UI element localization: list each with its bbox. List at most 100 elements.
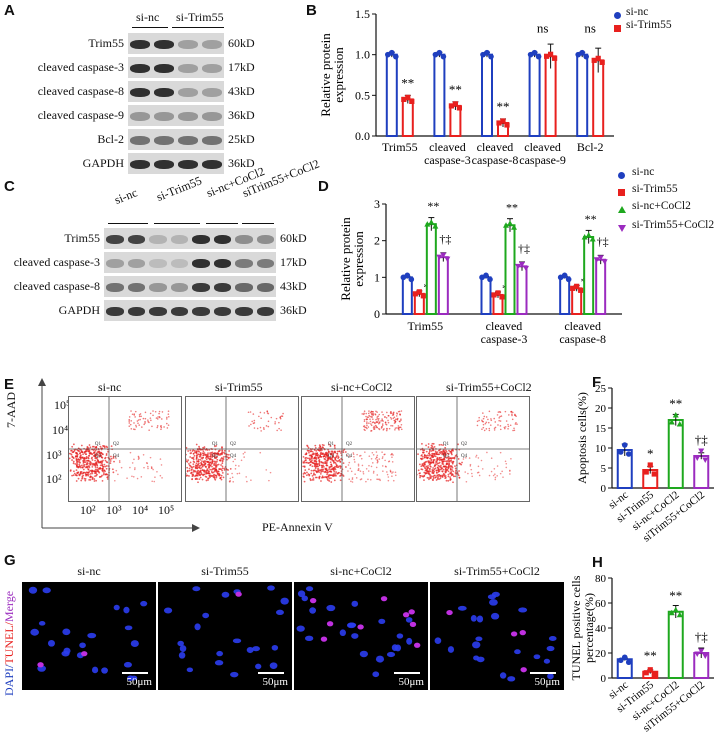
micrograph-cells	[163, 585, 289, 678]
flow-event	[357, 464, 360, 467]
flow-event	[490, 470, 493, 473]
flow-event	[87, 457, 90, 460]
flow-event	[91, 469, 94, 472]
flow-event	[469, 463, 472, 466]
flow-event	[306, 457, 309, 460]
flow-event	[221, 469, 224, 472]
flow-event	[88, 466, 91, 469]
nucleus-dapi	[123, 661, 132, 668]
flow-event	[96, 459, 99, 462]
flow-event	[186, 466, 189, 469]
flow-event	[507, 427, 509, 430]
flow-event	[218, 468, 221, 471]
flow-event	[207, 479, 209, 481]
flow-event	[103, 472, 105, 474]
flow-ytick: 10⁴	[52, 423, 69, 437]
flow-event	[73, 470, 75, 473]
flow-event	[327, 471, 329, 474]
x-tick-label: caspase-8	[472, 153, 519, 167]
data-point	[432, 223, 439, 229]
flow-event	[397, 427, 400, 429]
flow-event	[214, 456, 217, 459]
flow-event	[102, 459, 104, 462]
panel-label-h: H	[592, 554, 603, 571]
nucleus-dapi	[271, 644, 279, 651]
data-point	[440, 53, 447, 60]
flow-event	[369, 479, 372, 481]
legend-label-si-nc: si-nc	[626, 6, 649, 18]
flow-event	[381, 457, 384, 460]
blot-strip	[104, 300, 276, 321]
flow-event	[392, 454, 394, 456]
data-point	[495, 290, 501, 296]
legend-marker-si-nc	[618, 172, 625, 179]
flow-event	[192, 465, 195, 468]
flow-event	[101, 479, 104, 482]
flow-event	[197, 472, 200, 475]
flow-event	[89, 472, 92, 475]
flow-event	[205, 458, 208, 461]
flow-event	[314, 476, 317, 479]
flow-event	[158, 415, 161, 418]
flow-event	[226, 473, 229, 476]
blot-band	[149, 306, 167, 316]
flow-event	[440, 456, 442, 459]
flow-event	[335, 471, 337, 473]
data-point	[668, 609, 675, 616]
flow-event	[438, 473, 440, 476]
flow-event	[220, 478, 223, 481]
quadrant-label: Q2	[461, 442, 468, 447]
flow-event	[392, 479, 395, 482]
data-point	[401, 96, 407, 102]
flow-event	[324, 461, 327, 464]
flow-event	[394, 474, 397, 477]
flow-event	[353, 458, 356, 461]
flow-event	[249, 411, 252, 413]
flow-event	[356, 453, 358, 456]
flow-event	[198, 465, 201, 467]
flow-event	[117, 473, 119, 476]
flow-event	[349, 455, 351, 458]
data-point	[535, 53, 542, 60]
flow-event	[98, 475, 101, 478]
nucleus-dapi	[406, 637, 413, 645]
nucleus-dapi	[447, 646, 455, 653]
nucleus-tunel-positive	[409, 621, 417, 627]
data-point	[647, 462, 653, 468]
nucleus-dapi	[101, 667, 108, 674]
data-point	[621, 442, 628, 448]
flow-event	[258, 415, 260, 418]
flow-event	[109, 462, 112, 465]
blot-row-label: GAPDH	[58, 303, 100, 317]
flow-event	[221, 462, 224, 465]
flow-event	[325, 451, 328, 454]
flow-event	[352, 453, 355, 456]
flow-event	[215, 462, 217, 465]
flow-event	[418, 472, 421, 475]
data-point	[643, 469, 649, 475]
flow-event	[325, 476, 328, 478]
flow-event	[93, 451, 96, 454]
flow-event	[250, 423, 252, 426]
flow-event	[192, 473, 195, 476]
flow-event	[107, 450, 109, 453]
blot-band	[127, 282, 145, 292]
flow-event	[391, 456, 393, 458]
flow-event	[229, 467, 232, 470]
flow-event	[381, 424, 384, 427]
nucleus-dapi	[297, 590, 306, 598]
flow-event	[481, 419, 483, 422]
flow-event	[199, 453, 202, 456]
flow-event	[275, 417, 278, 420]
flow-event	[488, 474, 491, 477]
data-point	[503, 222, 509, 228]
flow-event	[425, 460, 428, 463]
legend-marker-si-nc-cocl2	[618, 206, 626, 213]
flow-event	[214, 468, 217, 471]
flow-event	[120, 466, 123, 469]
flow-event	[391, 472, 393, 474]
flow-event	[430, 458, 433, 461]
y-tick-label: 20	[595, 648, 607, 660]
flow-plot: Q1 Q2 Q3 Q4	[416, 396, 530, 502]
flow-event	[82, 458, 85, 460]
